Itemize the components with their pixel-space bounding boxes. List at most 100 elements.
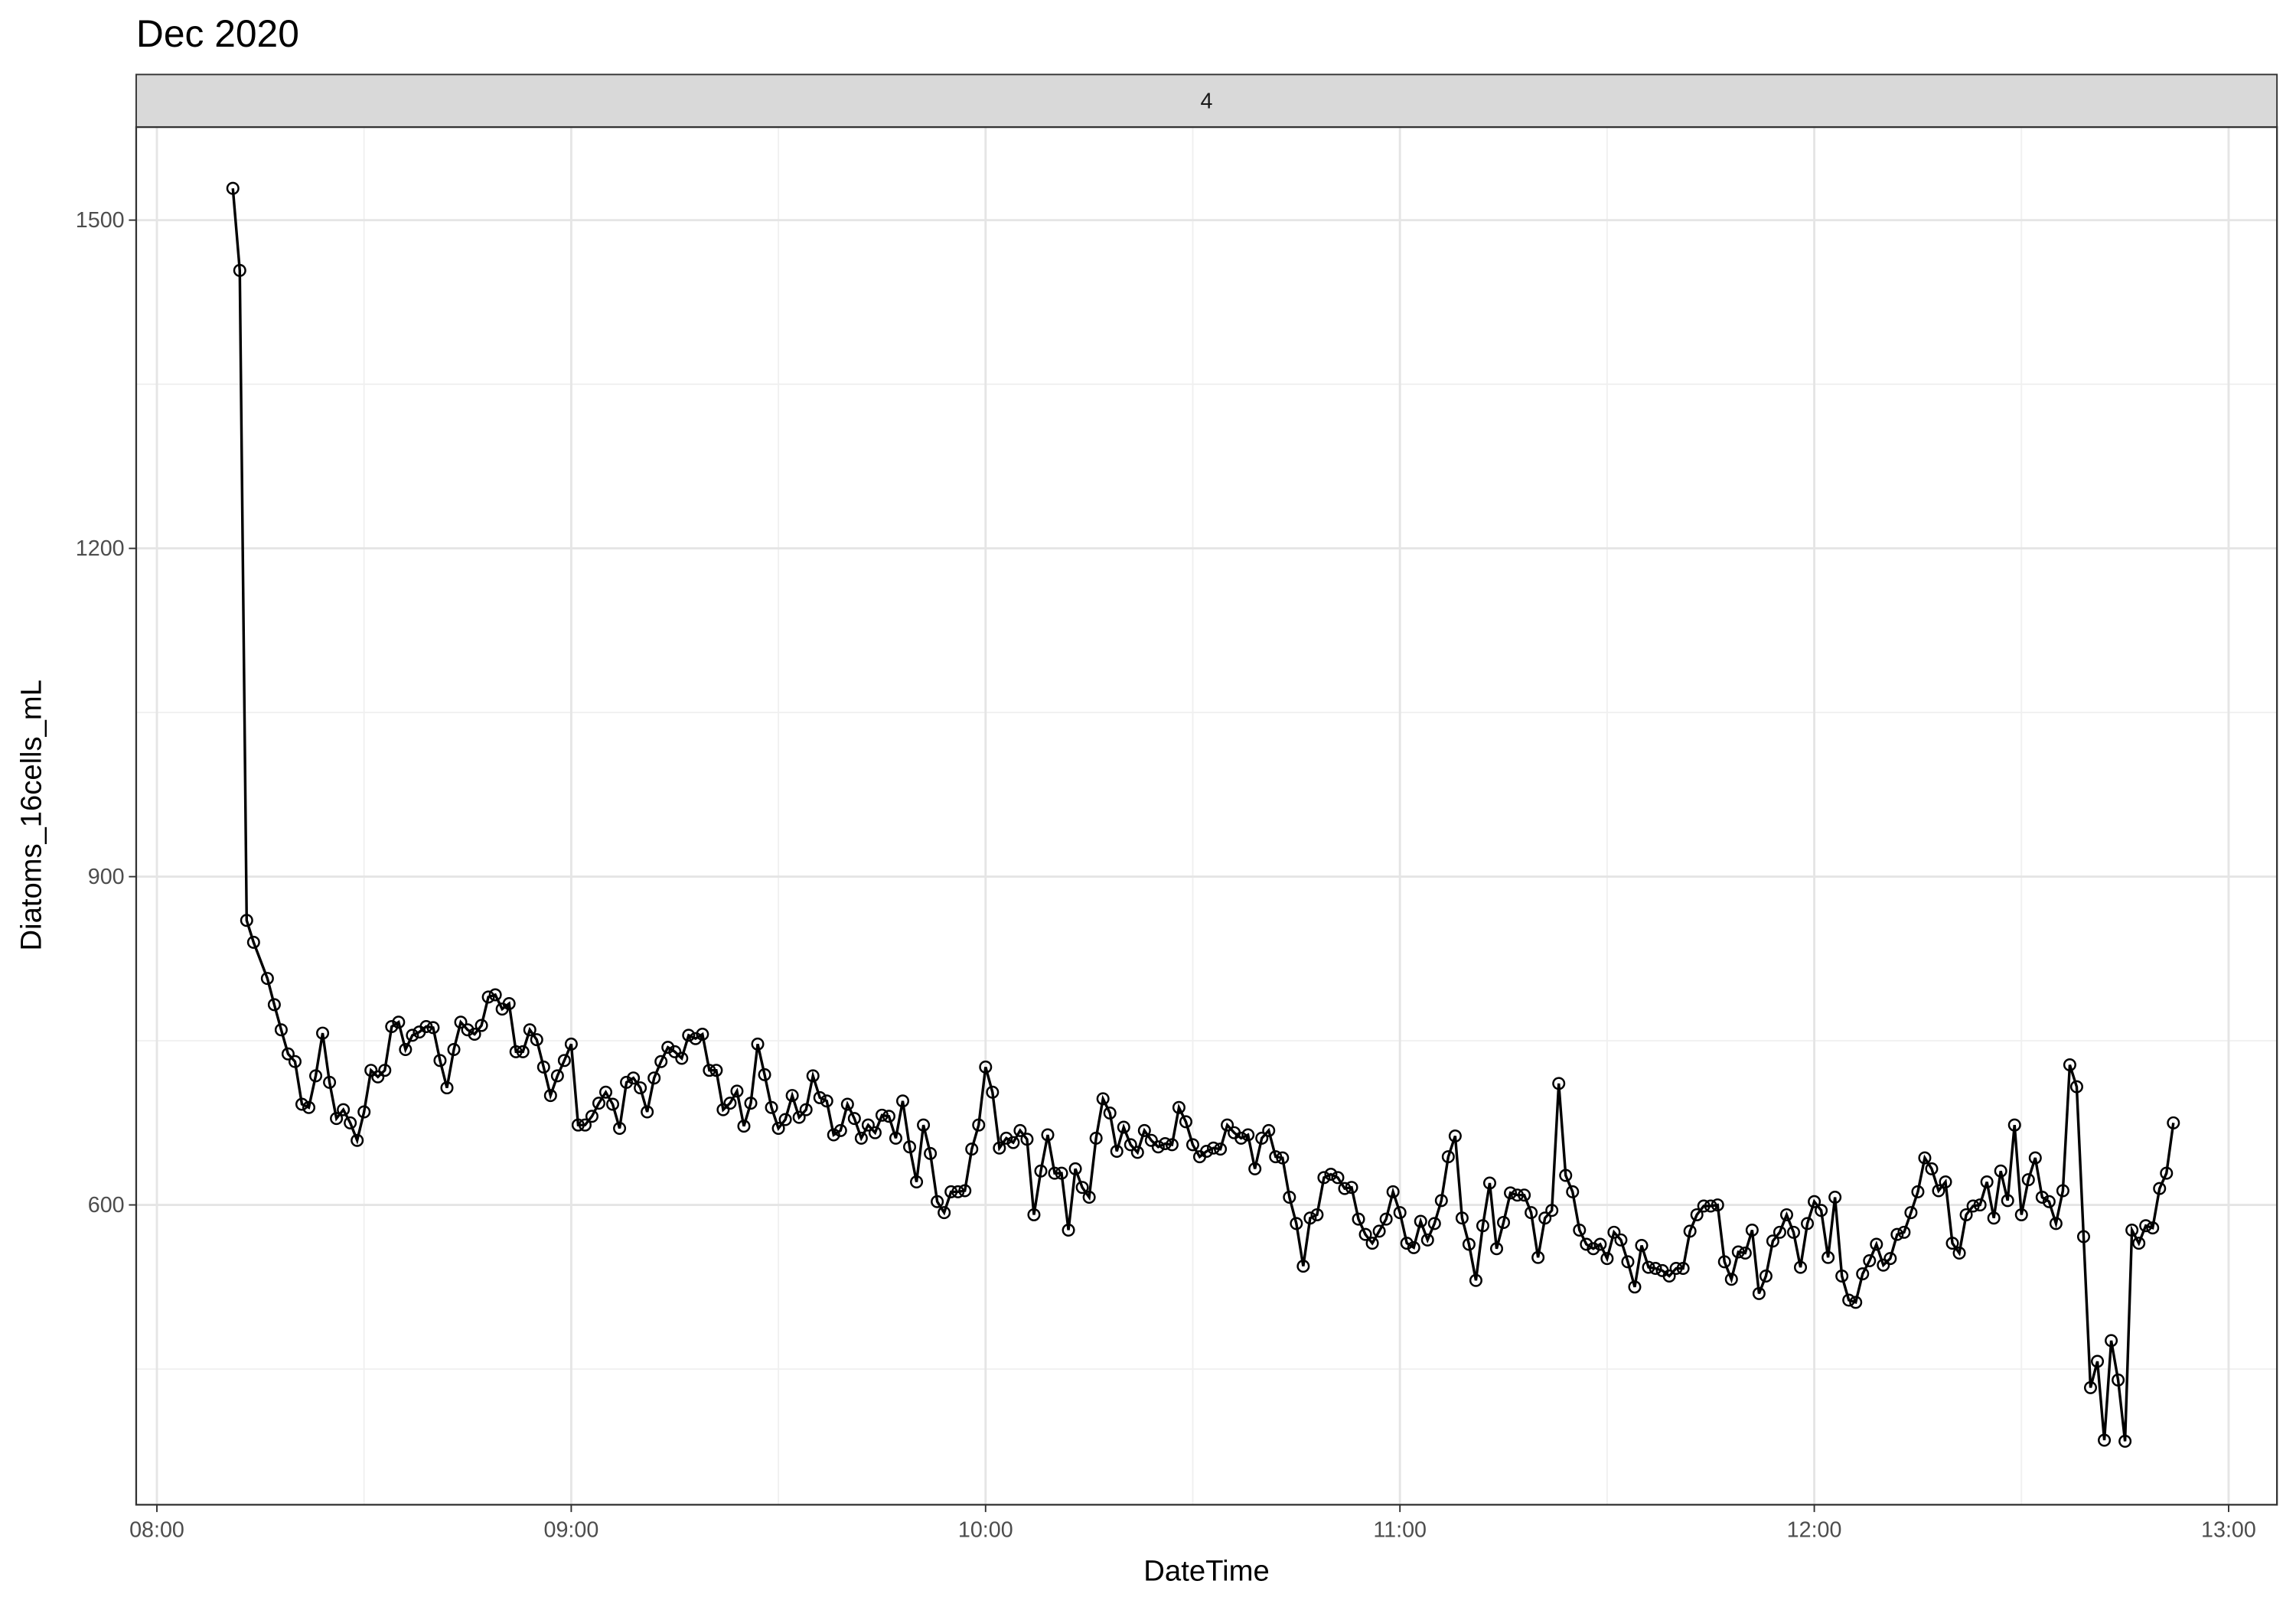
data-point [1559,1169,1573,1182]
data-point [2112,1373,2125,1387]
data-point [1310,1208,1324,1221]
data-point [1773,1225,1786,1239]
data-point [751,1037,765,1051]
data-point [661,1041,675,1054]
data-point [993,1141,1006,1155]
data-point [986,1085,1000,1099]
data-point [246,935,260,949]
data-point [2042,1195,2056,1208]
data-point [523,1023,536,1037]
data-point [696,1028,709,1041]
data-point [1621,1255,1635,1269]
data-point [1662,1270,1676,1283]
data-point [2105,1334,2118,1348]
data-point [2001,1194,2014,1208]
data-point [2021,1173,2035,1187]
data-point [288,1054,302,1068]
data-point [613,1121,627,1135]
data-point [875,1108,889,1122]
data-point [1317,1171,1331,1185]
data-point [1179,1115,1192,1129]
data-point [813,1090,827,1104]
data-point [1048,1166,1062,1180]
data-point [364,1064,378,1077]
data-point [1711,1198,1724,1212]
y-axis-label: Diatoms_16cells_mL [15,680,48,950]
data-point [592,1097,606,1110]
data-point [627,1071,641,1085]
data-point [447,1043,461,1057]
data-point [502,996,516,1010]
data-point [1863,1253,1877,1267]
facet-label: 4 [1201,89,1213,113]
data-point [1538,1211,1552,1225]
data-point [758,1068,771,1081]
data-point [440,1081,454,1095]
x-axis-label: DateTime [1143,1555,1269,1588]
data-point [1255,1131,1269,1145]
x-tick-label: 11:00 [1373,1517,1427,1542]
data-point [1717,1255,1731,1269]
data-point [1476,1219,1489,1233]
data-point [1877,1258,1890,1272]
data-point [1345,1181,1358,1195]
data-point [1628,1280,1642,1294]
data-point [1303,1211,1317,1225]
data-point [620,1075,634,1089]
data-point [972,1118,986,1132]
data-point [578,1118,592,1132]
data-point [1959,1208,1973,1221]
data-point [1752,1286,1766,1300]
data-point [1518,1188,1531,1202]
data-point [295,1097,309,1111]
data-point [979,1060,993,1074]
data-point [1815,1204,1828,1217]
data-point [2014,1208,2028,1221]
data-point [1566,1185,1580,1198]
data-point [1296,1260,1310,1273]
data-point [1587,1242,1600,1256]
data-point [1420,1233,1434,1247]
data-point [337,1103,351,1116]
data-point [1151,1140,1165,1154]
data-point [1055,1166,1068,1180]
data-point [1525,1206,1538,1220]
data-point [1607,1225,1621,1239]
data-point [903,1140,917,1154]
data-point [1365,1237,1379,1250]
data-point [1331,1171,1345,1185]
data-point [641,1105,654,1119]
data-point [1573,1223,1587,1237]
data-point [1690,1208,1704,1221]
data-point [703,1064,716,1077]
data-point [1407,1240,1420,1254]
data-point [351,1133,364,1147]
x-tick-label: 13:00 [2201,1517,2256,1542]
data-point [1283,1191,1296,1204]
data-point [1897,1225,1911,1239]
data-point [1649,1262,1662,1275]
data-point [938,1206,951,1220]
data-point [475,1019,488,1032]
data-point [1724,1273,1738,1286]
data-point [1676,1262,1690,1275]
data-point [689,1032,703,1045]
data-point [1980,1175,1994,1189]
data-point [2007,1118,2021,1132]
data-point [1414,1214,1427,1228]
data-point [668,1045,682,1058]
data-point [792,1110,806,1124]
data-point [654,1054,668,1068]
data-point [1939,1175,1952,1189]
data-point [1593,1237,1607,1251]
data-point [1200,1145,1214,1158]
data-point [1786,1225,1801,1239]
data-point [1794,1260,1808,1274]
data-point [1489,1242,1504,1256]
data-point [392,1015,406,1029]
data-point [737,1120,751,1133]
data-point [1635,1238,1649,1252]
data-point [1911,1185,1925,1198]
data-point [433,1054,447,1068]
data-point [1000,1131,1013,1145]
